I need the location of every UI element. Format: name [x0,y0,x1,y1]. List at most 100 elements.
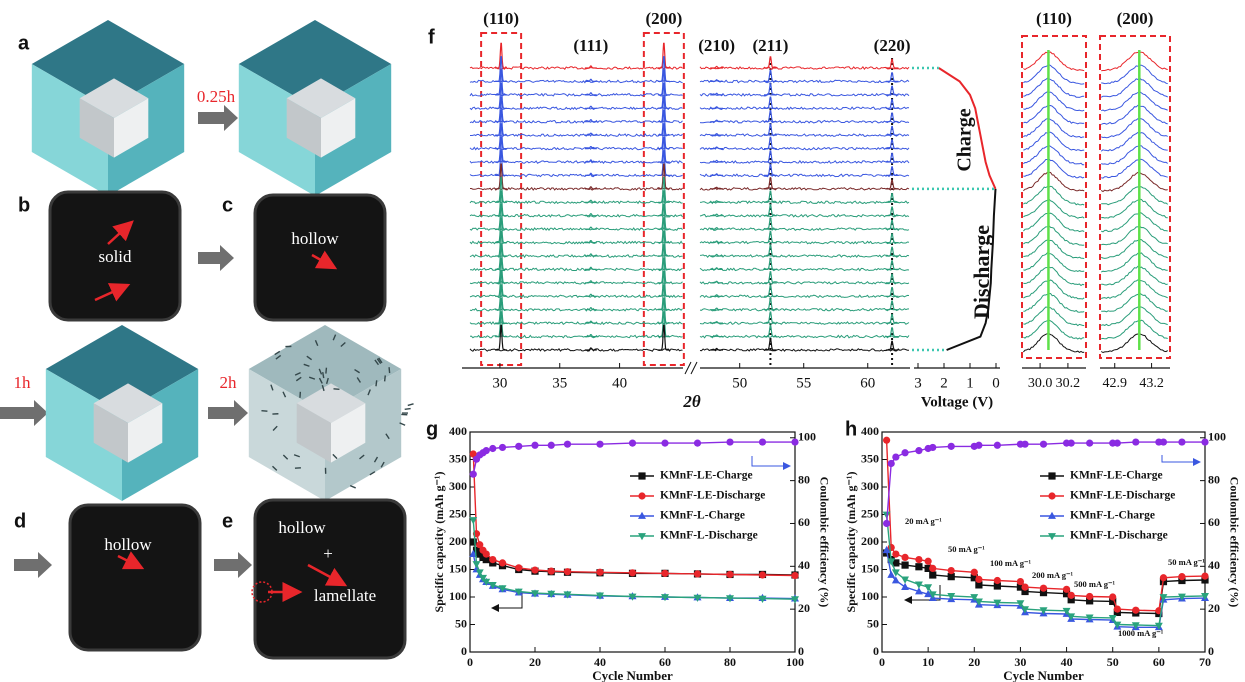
marker [1016,578,1025,586]
zoom-trace [1100,104,1168,125]
marker [975,581,983,589]
rate-label: 200 mA g⁻¹ [1032,570,1073,580]
xrd-peak [710,321,723,324]
marker [791,438,799,446]
lamella [374,359,380,366]
marker [1178,593,1186,601]
lamella [325,377,329,385]
marker [915,581,923,589]
marker [887,570,896,578]
xrd-peak [495,217,508,244]
xrd-trace [699,65,910,71]
x-tick-label: 30.0 [1028,376,1053,391]
marker [1132,438,1140,446]
zoom-trace [1023,266,1085,287]
panel-label: f [428,26,435,48]
legend-label: KMnF-LE-Charge [1070,470,1163,482]
zoom-trace [1023,77,1085,98]
marker [758,571,767,579]
y2-tick-label: 0 [798,644,804,658]
marker [489,444,497,453]
zoom-trace [1101,225,1168,246]
xrd-peak [657,42,670,69]
x-tick-label: 0 [879,655,885,669]
lamella [294,371,301,376]
marker [726,595,734,603]
marker [891,576,900,584]
pointer-arrow [107,220,134,245]
time-label: 0.25h [197,87,236,106]
marker [563,568,572,576]
xrd-peak [584,280,597,284]
zoom-trace [1023,306,1085,327]
xrd-peak [885,152,899,163]
lamella [385,433,390,440]
tem-image [68,503,202,652]
voltage-curve [938,67,997,190]
xrd-peak [710,307,723,311]
xrd-peak [584,266,597,270]
y-tick-label: 250 [449,506,467,520]
xrd-peak [657,324,670,351]
lamella [303,363,310,367]
xrd-trace [470,133,683,138]
xrd-trace [699,133,910,137]
xrd-peak [764,96,777,109]
x-axis-title: Cycle Number [592,668,673,682]
marker [1154,622,1163,630]
xrd-peak [764,298,777,311]
xrd-peak [495,123,508,150]
xrd-trace [699,159,910,164]
xrd-peak [495,136,508,163]
xrd-peak [710,200,723,203]
marker [1039,607,1048,615]
xrd-trace [699,321,910,325]
xrd-trace [699,79,910,84]
xrd-peak [657,217,670,244]
xrd-trace [469,348,683,352]
xrd-trace [699,240,910,245]
panel-label: c [222,194,233,216]
marker [661,569,669,577]
xrd-peak [584,253,597,257]
marker [924,557,932,565]
xrd-peak [657,69,670,96]
marker [993,599,1002,607]
y-tick-label: 350 [861,451,879,465]
time-label: 1h [14,373,32,392]
y2-tick-label: 80 [798,472,810,486]
xrd-peak [495,163,508,190]
xrd-peak [710,92,723,96]
marker [661,594,669,602]
xrd-peak [764,163,777,176]
zoom-trace [1023,185,1085,206]
xrd-peak [764,150,777,163]
xrd-peak [495,284,508,311]
cube-face [128,403,163,463]
lamella [359,454,365,460]
process-arrow [214,552,252,578]
marker [901,582,909,590]
voltage-label: Charge [954,108,976,171]
x-axis-title: Voltage (V) [921,394,993,410]
marker [726,438,734,446]
y2-tick-label: 40 [798,558,810,572]
axis-arrow [1161,455,1201,466]
marker [974,598,983,606]
marker [1086,439,1094,447]
marker [1108,615,1117,623]
xrd-peak [764,324,777,338]
xrd-peak [885,313,899,324]
xrd-peak [657,163,670,190]
xrd-peak [885,139,899,150]
marker [628,593,637,601]
lamella [293,454,300,458]
xrd-peak [764,123,777,136]
pointer-arrow [94,283,131,302]
xrd-peak [657,230,670,257]
y-tick-label: 100 [449,589,467,603]
zoom-trace [1100,333,1168,354]
xrd-peak [657,176,670,203]
marker [947,593,956,601]
xrd-trace [699,254,910,259]
